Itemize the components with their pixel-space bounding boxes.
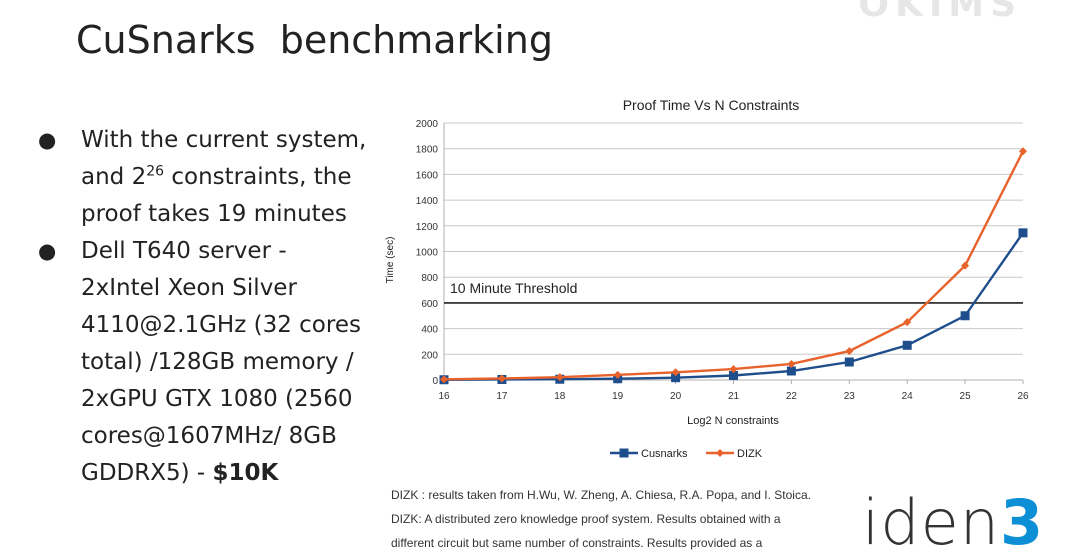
x-tick-label: 17 [496, 391, 508, 402]
data-point-dizk [903, 318, 912, 327]
data-point-dizk [787, 359, 796, 368]
bullet-item-2: ● Dell T640 server - 2xIntel Xeon Silver… [38, 233, 368, 492]
chart-grid [444, 122, 1023, 381]
footnote: DIZK : results taken from H.Wu, W. Zheng… [391, 483, 861, 555]
proof-time-chart: Proof Time Vs N Constraints 0 200 400 600 80… [385, 97, 1029, 460]
series-line-cusnarks [443, 232, 1024, 381]
y-tick-label: 1800 [416, 145, 439, 156]
data-point-cusnarks [960, 311, 970, 321]
data-point-cusnarks [1018, 228, 1028, 238]
y-tick-label: 600 [421, 299, 438, 310]
series-line-dizk [443, 150, 1025, 381]
x-tick-label: 20 [670, 391, 682, 402]
bullet-item-1: ● With the current system, and 226 const… [38, 122, 368, 233]
data-point-dizk [729, 365, 738, 374]
y-tick-label: 1200 [416, 222, 439, 233]
bullet-2-price: $10K [212, 460, 279, 486]
data-point-cusnarks [729, 371, 738, 381]
data-point-dizk [613, 370, 622, 379]
data-point-dizk [845, 347, 854, 356]
okims-logo: OKIMS [858, 0, 1022, 25]
data-point-dizk [555, 373, 564, 382]
bullet-1-text: With the current system, and 2 [81, 127, 367, 190]
footnote-line: DIZK: A distributed zero knowledge proof… [391, 512, 781, 526]
slide-title: CuSnarks benchmarking [76, 18, 553, 62]
data-point-dizk [961, 261, 970, 270]
chart-axes: 0 200 400 600 800 1000 1200 1400 1600 1800 2000 16 1… [416, 119, 1029, 402]
y-axis-label: Time (sec) [385, 237, 396, 284]
y-tick-label: 0 [432, 376, 438, 387]
chart-series [439, 147, 1028, 385]
x-tick-label: 26 [1017, 391, 1029, 402]
chart-title: Proof Time Vs N Constraints [623, 97, 800, 113]
data-point-cusnarks [786, 366, 796, 376]
x-tick-label: 21 [728, 391, 740, 402]
legend-marker [716, 449, 724, 457]
data-point-dizk [671, 368, 680, 377]
bullet-1-exponent: 26 [146, 163, 165, 180]
iden3-logo: iden3 [862, 486, 1044, 559]
y-tick-label: 1000 [416, 248, 439, 259]
bullet-dot-icon: ● [38, 239, 57, 263]
bullet-list: ● With the current system, and 226 const… [38, 122, 368, 492]
data-point-cusnarks [844, 357, 854, 367]
legend-label: Cusnarks [641, 448, 688, 460]
x-tick-label: 23 [844, 391, 856, 402]
y-tick-label: 1600 [416, 170, 439, 181]
y-tick-label: 400 [421, 325, 438, 336]
x-tick-label: 24 [902, 391, 914, 402]
x-tick-label: 16 [438, 391, 450, 402]
legend-marker [619, 448, 629, 458]
bullet-2-text: Dell T640 server - 2xIntel Xeon Silver 4… [81, 238, 361, 486]
legend-label: DIZK [737, 448, 763, 460]
footnote-line: DIZK : results taken from H.Wu, W. Zheng… [391, 488, 811, 502]
bullet-1-tail: constraints, the proof takes 19 minutes [81, 164, 352, 227]
threshold-group: 10 Minute Threshold [444, 280, 1023, 304]
x-tick-label: 22 [786, 391, 798, 402]
logo-text: iden [862, 486, 1001, 559]
x-axis-label: Log2 N constraints [687, 415, 779, 427]
data-point-dizk [497, 374, 506, 383]
data-point-cusnarks [902, 340, 912, 350]
threshold-label: 10 Minute Threshold [450, 280, 577, 296]
logo-suffix: 3 [1000, 486, 1045, 559]
data-point-cusnarks [671, 373, 681, 383]
y-tick-label: 1400 [416, 196, 439, 207]
bullet-dot-icon: ● [38, 128, 57, 152]
data-point-dizk [440, 375, 448, 384]
x-tick-label: 19 [612, 391, 624, 402]
x-tick-label: 18 [554, 391, 566, 402]
y-tick-label: 200 [421, 350, 438, 361]
footnote-line: different circuit but same number of con… [391, 536, 763, 550]
y-tick-label: 2000 [416, 119, 439, 130]
data-point-dizk [1019, 147, 1027, 156]
y-tick-label: 800 [421, 273, 438, 284]
chart-legend: Cusnarks DIZK [610, 448, 763, 460]
x-tick-label: 25 [960, 391, 972, 402]
